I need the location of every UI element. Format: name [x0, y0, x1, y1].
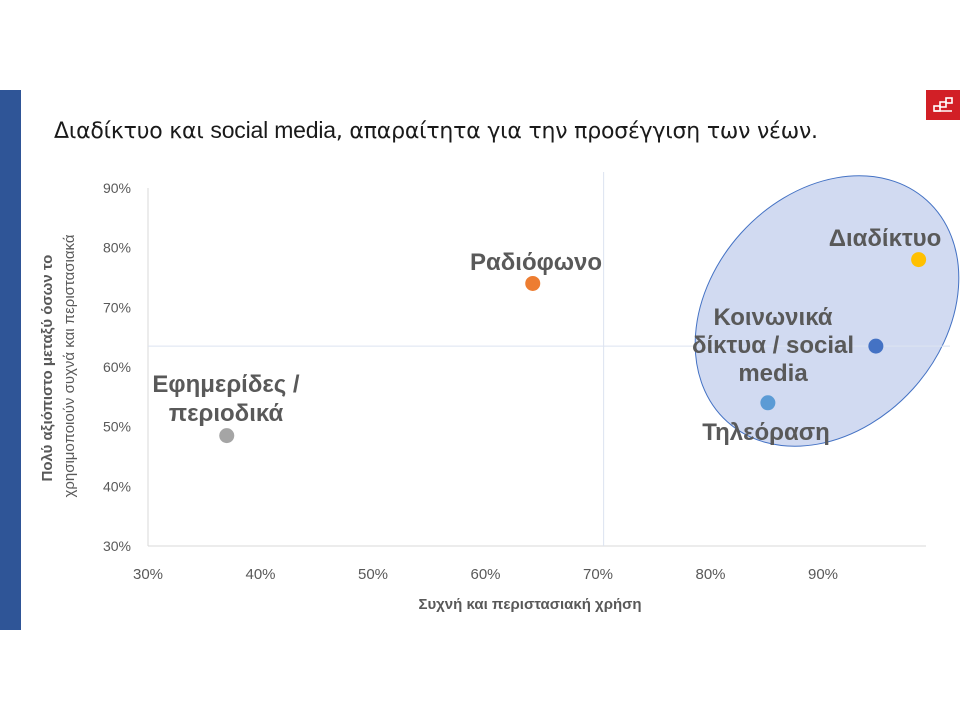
x-tick-label: 80%: [695, 566, 725, 583]
x-axis-title: Συχνή και περιστασιακή χρήση: [418, 596, 641, 613]
y-axis-title-line2: χρησιμοποιούν συχνά και περιστασιακά: [61, 234, 78, 497]
x-tick-label: 40%: [245, 566, 275, 583]
data-label: Εφημερίδες / περιοδικά: [152, 371, 300, 427]
data-points: [219, 252, 927, 444]
data-point: [760, 395, 776, 411]
brand-logo-icon: [926, 90, 960, 120]
page-title: Διαδίκτυο και social media, απαραίτητα γ…: [54, 117, 818, 144]
brand-logo-graphic: [933, 97, 953, 112]
y-tick-label: 80%: [103, 240, 131, 256]
y-axis-ticks: 30% 40% 50% 60% 70% 80% 90%: [103, 180, 131, 554]
x-tick-label: 90%: [808, 566, 838, 583]
data-point: [525, 275, 541, 291]
accent-bar: [0, 90, 21, 630]
data-label-line: Τηλεόραση: [702, 419, 830, 446]
data-labels: Εφημερίδες / περιοδικά Ραδιόφωνο Διαδίκτυο Κ…: [152, 225, 941, 446]
data-label-line: Διαδίκτυο: [829, 225, 942, 252]
x-tick-label: 30%: [133, 566, 163, 583]
data-label-line: Ραδιόφωνο: [470, 249, 602, 276]
data-label-line: media: [738, 360, 808, 387]
y-tick-label: 30%: [103, 538, 131, 554]
data-label-line: Κοινωνικά: [713, 304, 832, 331]
x-tick-label: 60%: [470, 566, 500, 583]
data-label-line: περιοδικά: [169, 400, 284, 427]
title-text-part1: Διαδίκτυο και: [54, 119, 211, 144]
data-label: Διαδίκτυο: [829, 225, 942, 252]
y-tick-label: 40%: [103, 478, 131, 494]
x-tick-label: 50%: [358, 566, 388, 583]
data-label-line: δίκτυα / social: [692, 332, 854, 359]
y-tick-label: 60%: [103, 359, 131, 375]
y-tick-label: 90%: [103, 180, 131, 196]
data-label-line: Εφημερίδες /: [152, 371, 300, 398]
y-tick-label: 70%: [103, 299, 131, 315]
data-point: [868, 338, 884, 354]
x-axis-ticks: 30% 40% 50% 60% 70% 80% 90%: [133, 566, 838, 583]
y-axis-title-line1: Πολύ αξιόπιστο μεταξύ όσων το: [39, 255, 56, 482]
title-text-social-media: social media: [210, 117, 336, 143]
title-text-part3: , απαραίτητα για την προσέγγιση των νέων…: [335, 119, 818, 144]
highlight-ellipse: [694, 175, 960, 447]
y-tick-label: 50%: [103, 419, 131, 435]
data-label: Ραδιόφωνο: [470, 249, 602, 276]
data-label: Τηλεόραση: [702, 419, 830, 446]
data-point: [219, 428, 235, 444]
x-tick-label: 70%: [583, 566, 613, 583]
y-axis-title: Πολύ αξιόπιστο μεταξύ όσων το χρησιμοποι…: [39, 234, 78, 497]
data-label: Κοινωνικά δίκτυα / social media: [692, 304, 854, 387]
data-point: [911, 252, 927, 268]
